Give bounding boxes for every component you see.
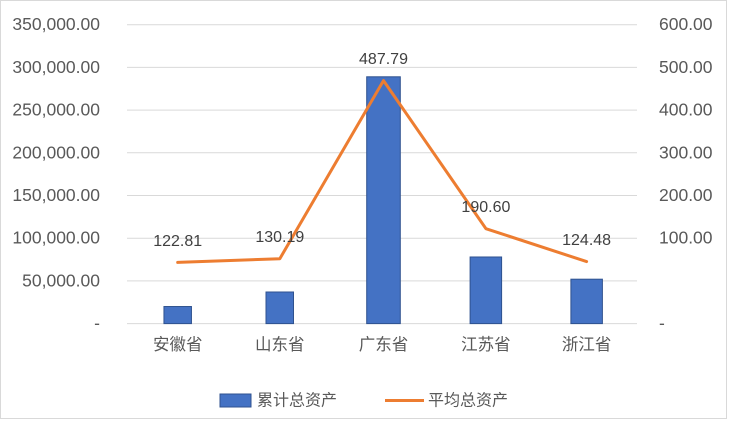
svg-text:350,000.00: 350,000.00 — [12, 14, 100, 34]
svg-text:100.00: 100.00 — [659, 228, 713, 248]
svg-text:累计总资产: 累计总资产 — [257, 392, 337, 410]
svg-text:100,000.00: 100,000.00 — [12, 228, 100, 248]
svg-text:平均总资产: 平均总资产 — [428, 392, 508, 410]
svg-text:487.79: 487.79 — [359, 51, 408, 68]
svg-text:122.81: 122.81 — [153, 233, 202, 250]
svg-text:广东省: 广东省 — [359, 335, 409, 354]
svg-text:300,000.00: 300,000.00 — [12, 57, 100, 77]
svg-text:300.00: 300.00 — [659, 142, 713, 162]
svg-text:-: - — [94, 313, 100, 333]
svg-text:江苏省: 江苏省 — [461, 335, 511, 354]
svg-text:浙江省: 浙江省 — [562, 335, 612, 354]
svg-text:400.00: 400.00 — [659, 100, 713, 120]
svg-text:200,000.00: 200,000.00 — [12, 142, 100, 162]
svg-text:150,000.00: 150,000.00 — [12, 185, 100, 205]
svg-text:190.60: 190.60 — [461, 199, 510, 216]
svg-text:130.19: 130.19 — [255, 229, 304, 246]
svg-text:山东省: 山东省 — [255, 335, 305, 354]
svg-text:-: - — [659, 313, 665, 333]
svg-text:200.00: 200.00 — [659, 185, 713, 205]
svg-text:600.00: 600.00 — [659, 14, 713, 34]
svg-text:50,000.00: 50,000.00 — [22, 270, 100, 290]
svg-text:500.00: 500.00 — [659, 57, 713, 77]
svg-text:安徽省: 安徽省 — [153, 335, 203, 354]
svg-text:124.48: 124.48 — [562, 232, 611, 249]
svg-text:250,000.00: 250,000.00 — [12, 100, 100, 120]
